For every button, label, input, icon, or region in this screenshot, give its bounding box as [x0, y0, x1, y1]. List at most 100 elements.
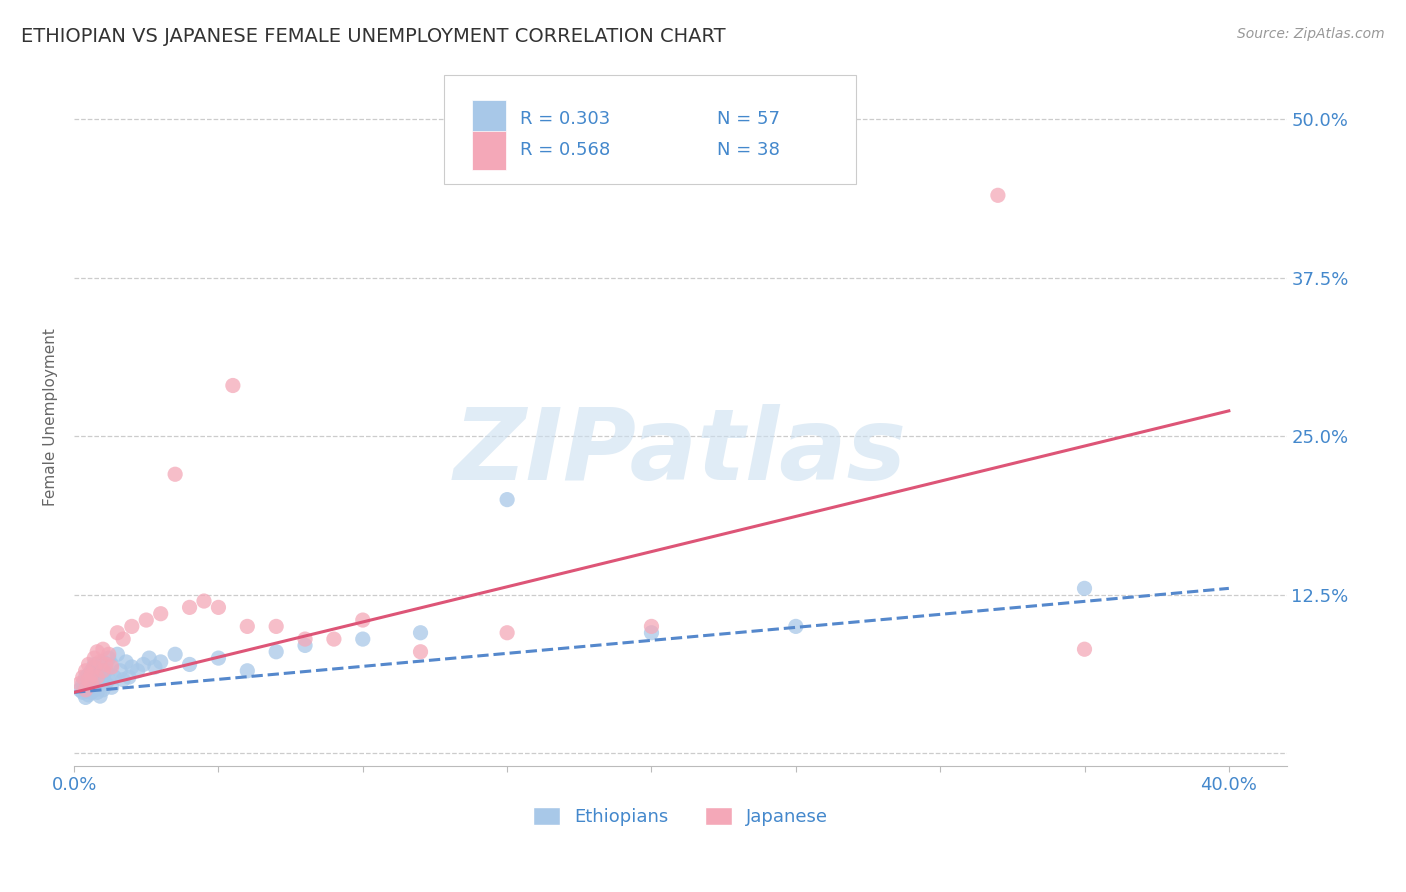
Point [236, 619, 259, 633]
Point [91, 670, 114, 684]
Bar [472, 131, 506, 169]
Point [121, 660, 143, 674]
Legend: Ethiopians, Japanese: Ethiopians, Japanese [526, 800, 835, 833]
Point [165, 467, 187, 482]
Point [409, 625, 432, 640]
Text: Source: ZipAtlas.com: Source: ZipAtlas.com [1237, 27, 1385, 41]
Point [86, 685, 108, 699]
Point [165, 648, 187, 662]
Point [207, 651, 229, 665]
Point [77, 679, 100, 693]
Point [135, 613, 157, 627]
Point [294, 639, 316, 653]
Point [72, 676, 94, 690]
Point [83, 651, 105, 665]
Point [207, 600, 229, 615]
Point [75, 682, 97, 697]
Point [105, 648, 128, 662]
Point [987, 188, 1010, 202]
Point [77, 657, 100, 672]
Point [77, 667, 100, 681]
Point [127, 664, 149, 678]
Point [103, 670, 125, 684]
Text: ZIPatlas: ZIPatlas [454, 403, 907, 500]
Point [97, 673, 120, 687]
Text: R = 0.568: R = 0.568 [520, 141, 610, 159]
Text: N = 38: N = 38 [717, 141, 779, 159]
Point [112, 673, 135, 687]
Point [86, 645, 108, 659]
Point [77, 673, 100, 687]
Point [83, 673, 105, 688]
Point [496, 625, 519, 640]
Point [75, 690, 97, 705]
Point [69, 676, 91, 690]
Point [1073, 642, 1095, 657]
Point [77, 688, 100, 702]
Point [80, 676, 103, 690]
Point [105, 625, 128, 640]
Point [77, 673, 100, 687]
Point [91, 682, 114, 697]
Point [72, 670, 94, 684]
Point [179, 657, 201, 672]
Point [640, 625, 662, 640]
Point [80, 685, 103, 699]
Point [100, 660, 122, 674]
Point [83, 682, 105, 697]
Point [110, 664, 132, 678]
Point [80, 664, 103, 678]
Point [94, 676, 117, 690]
Text: R = 0.303: R = 0.303 [520, 110, 610, 128]
Point [132, 657, 155, 672]
Point [143, 660, 166, 674]
Point [86, 670, 108, 684]
Point [80, 667, 103, 681]
Text: ETHIOPIAN VS JAPANESE FEMALE UNEMPLOYMENT CORRELATION CHART: ETHIOPIAN VS JAPANESE FEMALE UNEMPLOYMEN… [21, 27, 725, 45]
Point [149, 607, 172, 621]
Point [149, 655, 172, 669]
Point [352, 613, 374, 627]
Point [89, 655, 111, 669]
Point [86, 676, 108, 690]
Point [112, 632, 135, 646]
Point [83, 666, 105, 681]
Point [264, 645, 287, 659]
Point [80, 673, 103, 688]
Point [89, 660, 111, 674]
Point [352, 632, 374, 646]
Point [75, 664, 97, 678]
Point [409, 645, 432, 659]
Point [91, 655, 114, 669]
Point [80, 676, 103, 690]
Point [94, 664, 117, 678]
Point [496, 492, 519, 507]
Y-axis label: Female Unemployment: Female Unemployment [44, 328, 58, 506]
Point [69, 682, 91, 697]
Point [83, 660, 105, 674]
Point [236, 664, 259, 678]
Point [640, 619, 662, 633]
Point [121, 619, 143, 633]
Point [1073, 582, 1095, 596]
Point [322, 632, 344, 646]
Point [115, 655, 138, 669]
Point [83, 657, 105, 672]
Text: N = 57: N = 57 [717, 110, 780, 128]
Point [294, 632, 316, 646]
Point [97, 648, 120, 662]
FancyBboxPatch shape [444, 76, 856, 184]
Point [264, 619, 287, 633]
Point [75, 670, 97, 684]
Point [89, 689, 111, 703]
Point [97, 651, 120, 665]
Point [193, 594, 215, 608]
Point [138, 651, 160, 665]
Point [91, 664, 114, 678]
Point [100, 657, 122, 672]
Point [91, 642, 114, 657]
Point [100, 680, 122, 694]
Point [179, 600, 201, 615]
Point [75, 680, 97, 694]
Point [222, 378, 245, 392]
